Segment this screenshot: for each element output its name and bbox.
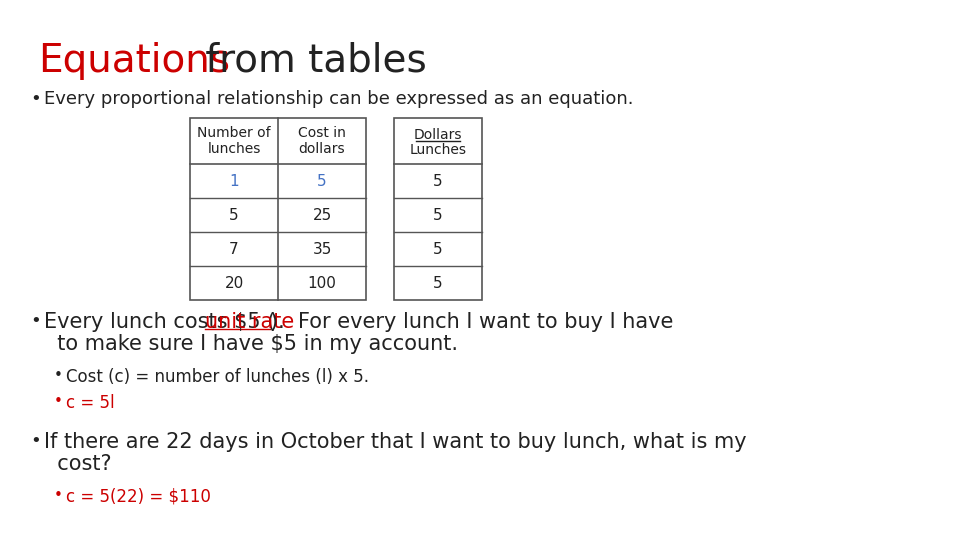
Text: •: • (54, 368, 62, 383)
Text: c = 5l: c = 5l (66, 394, 114, 412)
Text: Lunches: Lunches (410, 143, 467, 157)
Text: •: • (54, 394, 62, 409)
Text: •: • (30, 312, 40, 330)
Text: Equations: Equations (38, 42, 230, 80)
Text: •: • (30, 90, 40, 108)
Text: 7: 7 (229, 241, 239, 256)
Text: 5: 5 (433, 275, 443, 291)
Text: 35: 35 (312, 241, 332, 256)
Text: unit rate: unit rate (204, 312, 294, 332)
Text: Every proportional relationship can be expressed as an equation.: Every proportional relationship can be e… (44, 90, 634, 108)
Text: to make sure I have $5 in my account.: to make sure I have $5 in my account. (44, 334, 458, 354)
Text: If there are 22 days in October that I want to buy lunch, what is my: If there are 22 days in October that I w… (44, 432, 747, 452)
Text: 5: 5 (317, 173, 326, 188)
Text: from tables: from tables (193, 42, 427, 80)
Text: Cost (c) = number of lunches (l) x 5.: Cost (c) = number of lunches (l) x 5. (66, 368, 369, 386)
Text: Every lunch costs $5 (: Every lunch costs $5 ( (44, 312, 276, 332)
Text: Dollars: Dollars (414, 128, 463, 142)
Bar (394, 118, 482, 300)
Text: 5: 5 (433, 173, 443, 188)
Text: 100: 100 (307, 275, 336, 291)
Text: ).  For every lunch I want to buy I have: ). For every lunch I want to buy I have (271, 312, 674, 332)
Text: 5: 5 (433, 241, 443, 256)
Text: 20: 20 (225, 275, 244, 291)
Text: 1: 1 (229, 173, 239, 188)
Text: c = 5(22) = $110: c = 5(22) = $110 (66, 488, 211, 506)
Text: 5: 5 (229, 207, 239, 222)
Bar (190, 118, 366, 300)
Text: •: • (30, 432, 40, 450)
Text: Number of
lunches: Number of lunches (197, 126, 271, 156)
Text: 25: 25 (312, 207, 331, 222)
Text: Cost in
dollars: Cost in dollars (298, 126, 346, 156)
Text: •: • (54, 488, 62, 503)
Text: cost?: cost? (44, 454, 111, 474)
Text: 5: 5 (433, 207, 443, 222)
